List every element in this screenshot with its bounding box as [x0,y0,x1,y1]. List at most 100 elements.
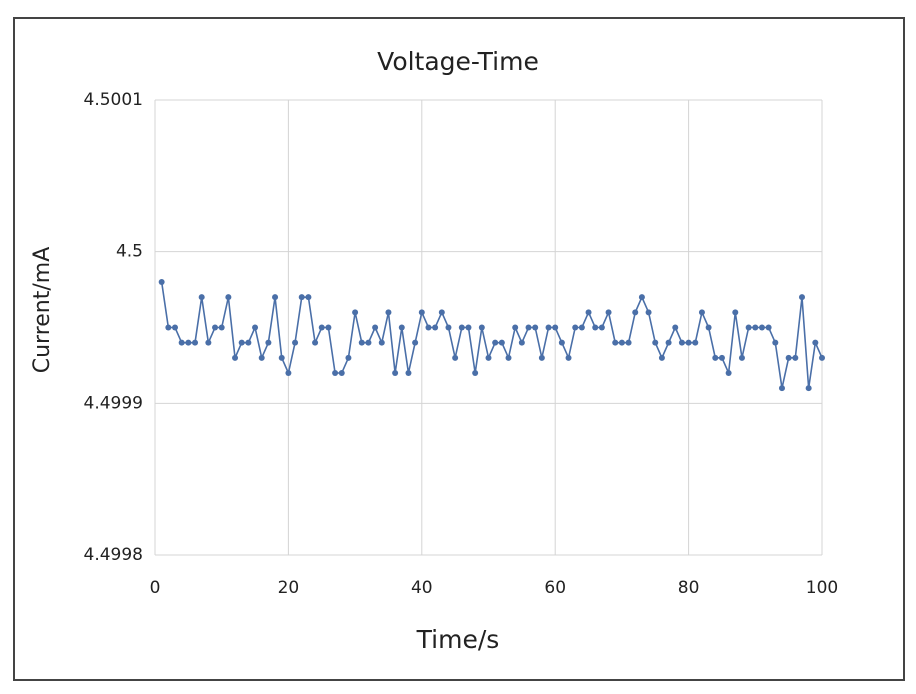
data-point [512,324,519,331]
data-point [272,294,279,301]
y-tick-label: 4.5 [116,242,143,262]
data-point [658,354,665,361]
data-point [632,309,639,316]
data-point [565,354,572,361]
data-point [812,339,819,346]
data-point [345,354,352,361]
data-point [765,324,772,331]
data-point [305,294,312,301]
data-point [158,279,165,285]
data-point [645,309,652,316]
data-point [412,339,419,346]
data-point [358,339,365,346]
data-line [160,281,823,389]
data-point [485,354,492,361]
data-point [385,309,392,316]
data-point [525,324,532,331]
data-point [625,339,632,346]
data-point [598,324,605,331]
x-tick-label: 60 [544,578,566,598]
data-point [725,370,732,376]
data-point [478,324,485,331]
data-point [218,324,225,331]
data-point [252,324,259,331]
data-point [652,339,659,346]
y-tick-label: 4.4999 [84,393,143,413]
data-point [792,354,799,361]
data-point [758,324,765,331]
data-point [338,370,345,376]
data-point [178,339,185,346]
data-point [665,339,672,346]
data-point [332,370,339,376]
data-point [472,370,479,376]
data-point [552,324,559,331]
data-point [492,339,499,346]
data-point [458,324,465,331]
data-point [685,339,692,346]
data-point [718,354,725,361]
data-point [245,339,252,346]
x-tick-label: 0 [150,578,161,598]
data-point [732,309,739,316]
x-tick-label: 80 [678,578,700,598]
data-point [225,294,232,301]
data-point [518,339,525,346]
data-point [198,294,205,301]
data-point [365,339,372,346]
data-point [278,354,285,361]
data-point [285,370,292,376]
data-point [612,339,619,346]
data-point [805,385,812,392]
data-point [538,354,545,361]
data-point [778,385,785,392]
data-point [418,309,425,316]
data-point [532,324,539,331]
y-tick-label: 4.5001 [84,90,143,110]
data-point [752,324,759,331]
data-point [672,324,679,331]
data-point [618,339,625,346]
data-point [172,324,179,331]
x-tick-label: 20 [278,578,300,598]
data-point [452,354,459,361]
data-point [232,354,239,361]
data-point [819,354,825,361]
data-point [698,309,705,316]
data-point [592,324,599,331]
data-point [578,324,585,331]
data-point [498,339,505,346]
data-point [212,324,219,331]
x-tick-label: 40 [411,578,433,598]
data-point [165,324,172,331]
data-point [705,324,712,331]
data-point [558,339,565,346]
data-point [425,324,432,331]
data-point [298,294,305,301]
data-point [738,354,745,361]
data-point [605,309,612,316]
data-point [258,354,265,361]
chart-title: Voltage-Time [377,47,539,76]
data-point [192,339,199,346]
data-point [312,339,319,346]
data-point [692,339,699,346]
data-point [745,324,752,331]
y-tick-label: 4.4998 [84,545,143,565]
data-point [205,339,212,346]
data-point [678,339,685,346]
data-point [378,339,385,346]
chart-frame [13,17,905,681]
data-point [505,354,512,361]
data-point [238,339,245,346]
data-point [465,324,472,331]
data-point [405,370,412,376]
data-point [318,324,325,331]
data-point [772,339,779,346]
data-point [438,309,445,316]
data-point [398,324,405,331]
data-point [572,324,579,331]
data-point [798,294,805,301]
data-point [392,370,399,376]
